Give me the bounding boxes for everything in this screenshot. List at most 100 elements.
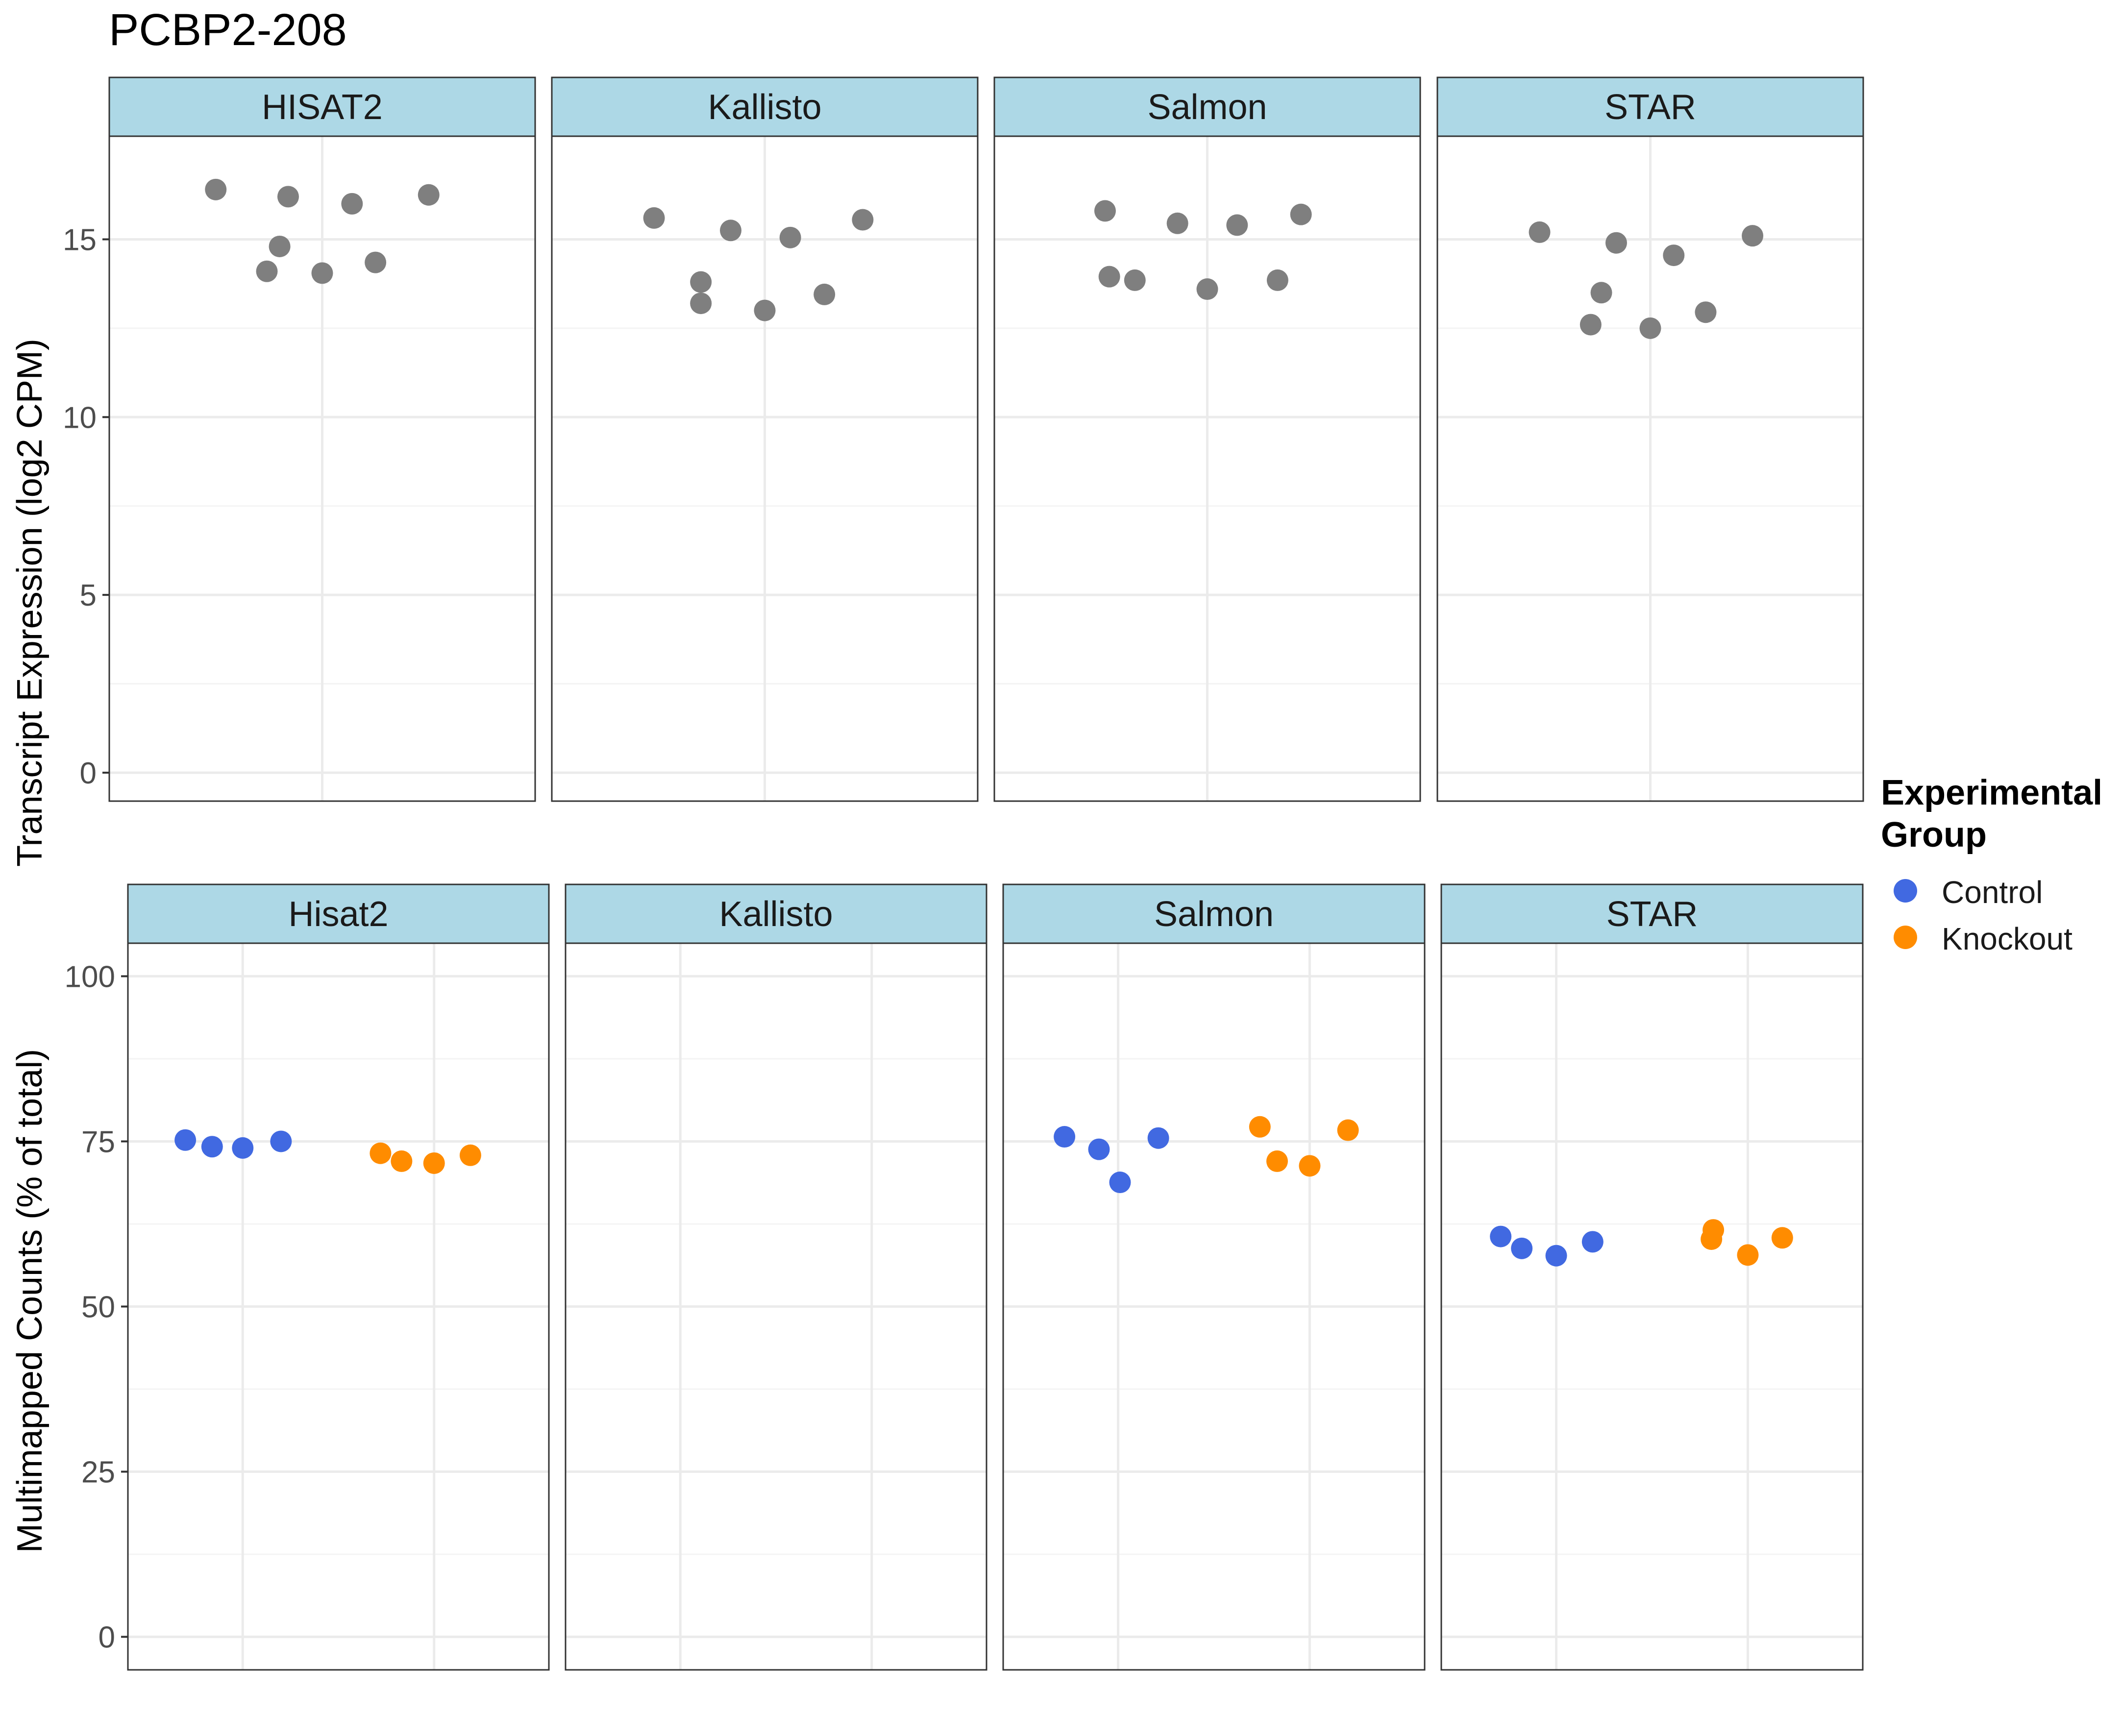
facet-strip-label: STAR [1604, 88, 1696, 127]
top-facet-row: HISAT2 Kallisto Salmon STAR 0 5 10 15 [63, 76, 1864, 802]
data-point [1290, 203, 1312, 225]
facet-strip-label: HISAT2 [262, 88, 383, 127]
data-point [690, 293, 712, 315]
top-facet-star: STAR [1436, 76, 1864, 802]
data-point [779, 226, 801, 248]
data-point-control [270, 1130, 292, 1152]
data-point-control [174, 1129, 197, 1151]
legend: Experimental Group Control Knockout [1881, 773, 2102, 956]
data-point [690, 271, 712, 293]
data-point [1094, 200, 1116, 222]
y-tick-label: 75 [81, 1125, 115, 1159]
facet-strip-label: STAR [1606, 895, 1698, 934]
y-tick-label: 50 [81, 1291, 115, 1324]
data-point-control [1088, 1138, 1110, 1160]
data-point-control [1490, 1225, 1512, 1247]
data-point [311, 262, 333, 284]
data-point [1605, 232, 1627, 254]
facet-strip [993, 76, 1421, 137]
bottom-facet-row: Hisat2 Kallisto Salmon STAR 0 25 50 75 100 [65, 883, 1864, 1671]
facet-strip-label: Kallisto [719, 895, 833, 934]
data-point [1098, 266, 1120, 288]
data-point-knockout [1337, 1119, 1359, 1141]
data-point [341, 193, 363, 215]
data-point [365, 251, 387, 273]
data-point-knockout [1737, 1244, 1759, 1266]
data-point [754, 299, 776, 321]
data-point [852, 209, 874, 231]
top-y-axis-label: Transcript Expression (log2 CPM) [10, 339, 49, 867]
data-point [205, 178, 227, 200]
data-point [1226, 214, 1248, 236]
facet-strip-label: Kallisto [708, 88, 821, 127]
legend-label-knockout: Knockout [1942, 921, 2073, 956]
top-facet-kallisto: Kallisto [551, 76, 979, 802]
y-tick-label: 0 [99, 1621, 115, 1655]
y-tick-label: 100 [65, 960, 115, 994]
data-point-knockout [1771, 1227, 1793, 1249]
data-point-control [232, 1137, 254, 1159]
data-point-control [201, 1136, 223, 1158]
top-facet-hisat2: HISAT2 [108, 76, 536, 802]
bottom-facet-kallisto: Kallisto [565, 883, 987, 1671]
data-point-knockout [1249, 1116, 1271, 1138]
data-point [1124, 269, 1146, 291]
data-point [643, 207, 665, 229]
legend-title-line1: Experimental [1881, 773, 2102, 812]
legend-label-control: Control [1942, 875, 2043, 910]
bottom-y-axis-label: Multimapped Counts (% of total) [10, 1049, 49, 1553]
figure-title: PCBP2-208 [109, 5, 347, 55]
data-point-knockout [1266, 1150, 1288, 1172]
data-point-knockout [459, 1144, 481, 1166]
data-point [1639, 317, 1661, 339]
data-point-control [1545, 1245, 1567, 1267]
bottom-facet-hisat2: Hisat2 [127, 883, 550, 1671]
data-point [814, 283, 836, 305]
legend-title-line2: Group [1881, 815, 1987, 855]
bottom-facet-star: STAR [1440, 883, 1864, 1671]
facet-strip [127, 883, 550, 944]
facet-strip [108, 76, 536, 137]
data-point-control [1147, 1127, 1169, 1149]
data-point-control [1581, 1231, 1604, 1253]
facet-strip-label: Hisat2 [288, 895, 388, 934]
facet-strip-label: Salmon [1147, 88, 1267, 127]
data-point [1579, 314, 1602, 336]
y-tick-label: 0 [80, 757, 97, 790]
data-point [256, 260, 278, 282]
data-point-knockout [391, 1150, 413, 1172]
data-point [1166, 212, 1188, 234]
legend-key-knockout [1894, 926, 1917, 949]
data-point-control [1054, 1126, 1076, 1148]
data-point-control [1511, 1237, 1533, 1259]
data-point-knockout [423, 1152, 445, 1174]
data-point [418, 184, 440, 206]
y-tick-label: 15 [63, 223, 97, 257]
data-point-knockout [1701, 1228, 1723, 1250]
data-point [1196, 278, 1218, 300]
y-tick-label: 10 [63, 401, 97, 435]
facet-strip [565, 883, 987, 944]
facet-strip [1002, 883, 1426, 944]
facet-strip [551, 76, 979, 137]
data-point [277, 186, 299, 208]
data-point [1590, 282, 1612, 304]
data-point [1529, 221, 1551, 243]
y-tick-label: 5 [80, 579, 97, 612]
data-point [1663, 245, 1685, 267]
data-point-control [1109, 1172, 1131, 1194]
top-facet-salmon: Salmon [993, 76, 1421, 802]
data-point [1742, 225, 1764, 247]
data-point [719, 220, 741, 242]
data-point [1266, 269, 1288, 291]
facet-strip [1440, 883, 1864, 944]
legend-key-control [1894, 879, 1917, 903]
data-point-knockout [370, 1142, 392, 1164]
facet-strip-label: Salmon [1154, 895, 1274, 934]
data-point [269, 235, 291, 257]
y-tick-label: 25 [81, 1456, 115, 1490]
data-point-knockout [1299, 1155, 1321, 1177]
data-point [1695, 301, 1717, 323]
